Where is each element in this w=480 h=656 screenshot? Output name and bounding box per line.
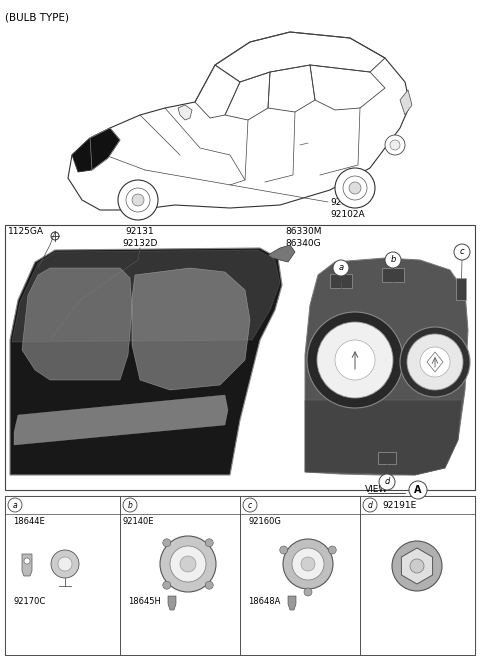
Polygon shape <box>268 245 295 262</box>
Circle shape <box>385 252 401 268</box>
Circle shape <box>400 327 470 397</box>
Circle shape <box>333 260 349 276</box>
Circle shape <box>385 135 405 155</box>
Text: 92160G: 92160G <box>249 517 281 526</box>
Polygon shape <box>72 128 120 172</box>
Polygon shape <box>168 596 176 610</box>
Bar <box>360 496 475 655</box>
Polygon shape <box>10 248 282 475</box>
Polygon shape <box>400 90 412 115</box>
Polygon shape <box>12 250 280 342</box>
Polygon shape <box>68 32 410 210</box>
Text: 86340G: 86340G <box>285 239 321 247</box>
Circle shape <box>170 546 206 582</box>
Circle shape <box>280 546 288 554</box>
Circle shape <box>454 244 470 260</box>
Circle shape <box>8 498 22 512</box>
Circle shape <box>335 340 375 380</box>
Text: 92140E: 92140E <box>122 517 154 526</box>
Circle shape <box>205 581 213 589</box>
Circle shape <box>409 481 427 499</box>
Text: c: c <box>248 501 252 510</box>
Polygon shape <box>14 395 228 445</box>
Circle shape <box>363 498 377 512</box>
Bar <box>378 452 396 464</box>
Circle shape <box>24 558 30 564</box>
Circle shape <box>392 541 442 591</box>
Circle shape <box>126 188 150 212</box>
Circle shape <box>407 334 463 390</box>
Polygon shape <box>178 105 192 120</box>
Circle shape <box>58 557 72 571</box>
Polygon shape <box>22 554 32 576</box>
Text: 18645H: 18645H <box>128 597 161 606</box>
Bar <box>240 496 360 655</box>
Circle shape <box>410 559 424 573</box>
Bar <box>5 225 475 490</box>
Circle shape <box>205 539 213 547</box>
Text: c: c <box>460 247 464 256</box>
Text: 92170C: 92170C <box>13 597 45 606</box>
Bar <box>330 274 352 288</box>
Bar <box>120 496 240 655</box>
Text: 92131: 92131 <box>126 228 154 237</box>
Polygon shape <box>305 258 468 475</box>
Text: d: d <box>384 478 390 487</box>
Polygon shape <box>305 400 462 475</box>
Text: 18644E: 18644E <box>13 517 45 526</box>
Text: 18648A: 18648A <box>248 597 280 606</box>
Polygon shape <box>22 268 132 380</box>
Text: 92101A: 92101A <box>330 198 365 207</box>
Circle shape <box>317 322 393 398</box>
Circle shape <box>163 581 171 589</box>
Text: b: b <box>128 501 132 510</box>
Bar <box>5 496 475 655</box>
Text: 86330M: 86330M <box>285 228 322 237</box>
Circle shape <box>243 498 257 512</box>
Circle shape <box>292 548 324 580</box>
Text: (BULB TYPE): (BULB TYPE) <box>5 12 69 22</box>
Text: A: A <box>414 485 422 495</box>
Circle shape <box>123 498 137 512</box>
Circle shape <box>132 194 144 206</box>
Text: b: b <box>390 255 396 264</box>
Text: VIEW: VIEW <box>365 485 388 495</box>
Circle shape <box>335 168 375 208</box>
Text: 1125GA: 1125GA <box>8 228 44 237</box>
Text: a: a <box>12 501 17 510</box>
Bar <box>5 496 120 655</box>
Text: 92132D: 92132D <box>122 239 158 247</box>
Bar <box>382 268 404 282</box>
Polygon shape <box>288 596 296 610</box>
Circle shape <box>283 539 333 589</box>
Circle shape <box>343 176 367 200</box>
Circle shape <box>328 546 336 554</box>
Circle shape <box>349 182 361 194</box>
Circle shape <box>118 180 158 220</box>
Circle shape <box>420 347 450 377</box>
Bar <box>456 278 466 300</box>
Circle shape <box>304 588 312 596</box>
Circle shape <box>160 536 216 592</box>
Circle shape <box>51 550 79 578</box>
Circle shape <box>301 557 315 571</box>
Text: d: d <box>368 501 372 510</box>
Circle shape <box>379 474 395 490</box>
Circle shape <box>163 539 171 547</box>
Text: a: a <box>338 264 344 272</box>
Polygon shape <box>132 268 250 390</box>
Circle shape <box>390 140 400 150</box>
Text: 92191E: 92191E <box>382 501 416 510</box>
Polygon shape <box>401 548 432 584</box>
Circle shape <box>307 312 403 408</box>
Circle shape <box>180 556 196 572</box>
Text: 92102A: 92102A <box>330 210 365 219</box>
